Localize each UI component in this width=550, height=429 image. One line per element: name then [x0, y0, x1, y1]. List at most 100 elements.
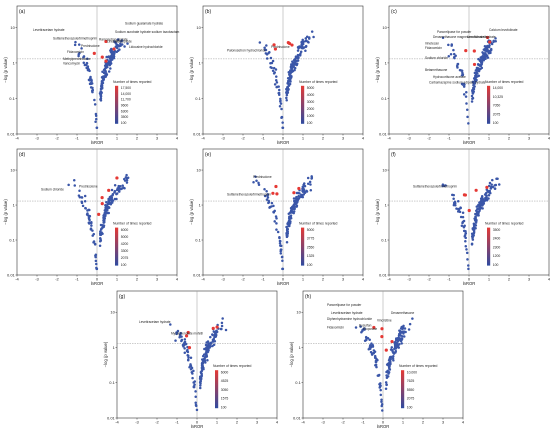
data-point [385, 374, 388, 377]
data-point [271, 69, 275, 72]
data-point [372, 351, 376, 355]
legend-value: 5000 [307, 86, 315, 90]
data-point [183, 347, 186, 350]
x-tick-label: -1 [361, 420, 365, 425]
data-point [98, 236, 102, 240]
data-point [73, 43, 77, 47]
data-point [287, 84, 291, 87]
x-tick-label: 2 [422, 420, 425, 425]
data-point [87, 221, 91, 224]
data-point [117, 184, 120, 188]
data-point [472, 86, 475, 90]
data-point [279, 244, 283, 247]
x-tick-label: -3 [35, 136, 39, 141]
data-point [371, 345, 375, 348]
data-point [397, 336, 400, 339]
x-tick-label: -2 [427, 277, 431, 282]
data-point [263, 46, 266, 49]
x-tick-label: -2 [341, 420, 345, 425]
x-tick-label: 0 [382, 420, 385, 425]
data-point [380, 400, 383, 403]
data-point [83, 200, 87, 203]
x-tick-label: -3 [135, 420, 139, 425]
data-point [90, 221, 93, 225]
legend-value: 2075 [407, 397, 415, 401]
data-point [291, 65, 295, 69]
data-point [480, 66, 484, 70]
legend-value: 11,700 [121, 98, 131, 102]
data-point [295, 191, 299, 195]
data-point [98, 232, 102, 235]
legend-value: 3500 [493, 228, 501, 232]
data-point [104, 70, 107, 73]
legend-value: 100 [493, 263, 499, 267]
x-tick-label: -2 [55, 136, 59, 141]
legend-value: 2075 [121, 256, 129, 260]
data-point [119, 42, 122, 46]
data-point [103, 215, 106, 218]
x-tick-label: 3 [156, 277, 159, 282]
data-point [116, 49, 120, 52]
data-point [275, 85, 278, 89]
data-point [293, 63, 296, 66]
data-point-highlight [187, 346, 192, 350]
data-point-highlight [472, 49, 476, 53]
data-point [254, 175, 257, 178]
data-point [207, 346, 211, 349]
data-point-highlight [186, 330, 190, 335]
data-point [304, 39, 307, 43]
data-point [309, 189, 313, 192]
data-point [394, 338, 398, 342]
data-point [202, 367, 205, 371]
data-point [125, 173, 128, 177]
point-annotation: Methylprednisolone [63, 57, 91, 61]
legend-value: 100 [121, 121, 127, 125]
data-point-highlight [464, 49, 468, 53]
data-point [182, 342, 186, 346]
data-point [101, 81, 105, 85]
data-point [379, 382, 382, 385]
data-point [99, 95, 103, 98]
data-point [120, 187, 124, 190]
data-point [74, 40, 77, 44]
data-point [481, 200, 485, 203]
legend-title: Number of times reported [485, 222, 524, 226]
point-annotation: Sodium aurobate hydrate sodium tazobacta… [115, 30, 180, 34]
data-point [462, 85, 466, 88]
data-point-highlight [380, 327, 384, 331]
y-axis-label: −log (p value) [189, 199, 194, 225]
panel-g: -4 -3 -2 -1 0 1 2 3 4 0.01 0.1 1 10 lnROR −log (p valu… [103, 290, 279, 429]
data-point [396, 340, 400, 343]
data-point [459, 215, 463, 219]
legend-value: 1000 [307, 114, 315, 118]
data-point [487, 45, 491, 49]
data-point [462, 225, 466, 228]
data-point [459, 206, 462, 209]
data-point [86, 68, 90, 72]
data-point [205, 353, 208, 357]
data-point [402, 330, 406, 333]
scatter-points [67, 173, 130, 271]
data-point [374, 363, 378, 367]
data-point [186, 353, 189, 357]
data-point [113, 52, 116, 55]
data-point [92, 241, 95, 244]
data-point [221, 317, 224, 320]
data-point-highlight [215, 325, 219, 329]
data-point [467, 267, 470, 271]
data-point [450, 43, 454, 46]
data-point [301, 46, 304, 50]
data-point [369, 350, 373, 354]
data-point [492, 40, 495, 44]
data-point [465, 251, 469, 255]
data-point [471, 235, 475, 238]
data-point [399, 339, 403, 343]
data-point [483, 57, 487, 61]
data-point [390, 346, 394, 349]
data-point [309, 183, 312, 186]
data-point [462, 219, 466, 223]
panel-c: -4 -3 -2 -1 0 1 2 3 4 0.01 0.1 1 10 lnROR −log (p valu… [375, 5, 550, 145]
data-point [490, 42, 494, 46]
data-point [470, 100, 474, 103]
x-tick-label: -4 [115, 420, 119, 425]
